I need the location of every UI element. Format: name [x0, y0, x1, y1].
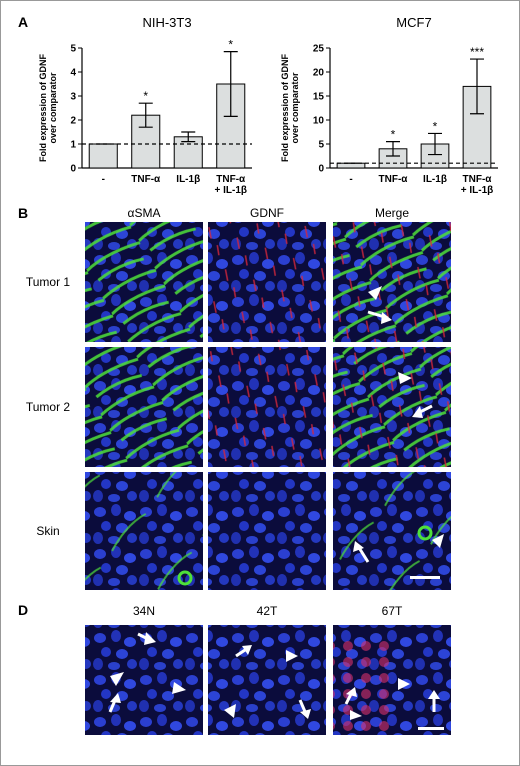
micrographs-d — [85, 625, 451, 735]
y-tick-label: 0 — [70, 164, 76, 175]
error-bar — [138, 102, 153, 128]
x-tick-label: - — [349, 174, 353, 185]
significance: * — [433, 119, 438, 133]
y-tick-label: 5 — [318, 140, 324, 151]
panel-letter: B — [18, 205, 28, 221]
y-tick-label: 1 — [70, 140, 76, 151]
chart-title: MCF7 — [396, 15, 431, 30]
chart-title: NIH-3T3 — [142, 15, 191, 30]
y-tick-label: 25 — [313, 44, 325, 55]
y-tick-label: 4 — [70, 68, 76, 79]
row-label: Skin — [36, 524, 59, 538]
x-tick-label: - — [101, 174, 105, 185]
y-tick-label: 15 — [313, 92, 325, 103]
column-label: 34N — [133, 604, 155, 618]
x-tick-label: IL-1β — [176, 174, 201, 185]
y-axis-label: over comparator — [48, 72, 58, 144]
column-label: Merge — [375, 206, 409, 220]
error-bar — [386, 141, 400, 157]
error-bar — [470, 58, 484, 115]
y-tick-label: 20 — [313, 68, 325, 79]
row-label: Tumor 1 — [26, 275, 71, 289]
error-bar — [428, 132, 442, 156]
y-axis-label: Fold expression of GDNF — [38, 53, 48, 162]
y-tick-label: 10 — [313, 116, 325, 127]
y-tick-label: 5 — [70, 44, 76, 55]
y-tick-label: 2 — [70, 116, 76, 127]
bar — [336, 162, 366, 169]
significance: * — [143, 89, 148, 103]
y-tick-label: 0 — [318, 164, 324, 175]
error-bar — [223, 51, 238, 117]
panel-letter: A — [18, 14, 28, 30]
y-axis-label: Fold expression of GDNF — [280, 53, 290, 162]
error-bar — [181, 131, 196, 143]
column-label: 67T — [382, 604, 403, 618]
row-label: Tumor 2 — [26, 400, 71, 414]
significance: * — [228, 38, 233, 52]
y-axis-label: over comparator — [290, 72, 300, 144]
x-tick-label: TNF-α + IL-1β — [460, 174, 494, 196]
significance: * — [391, 128, 396, 142]
x-tick-label: TNF-α — [378, 174, 408, 185]
panel-letter: D — [18, 602, 28, 618]
y-tick-label: 3 — [70, 92, 76, 103]
micrographs-b — [85, 222, 451, 590]
column-label: 42T — [257, 604, 278, 618]
x-tick-label: IL-1β — [423, 174, 447, 185]
column-label: GDNF — [250, 206, 284, 220]
x-tick-label: TNF-α — [131, 174, 161, 185]
significance: *** — [470, 45, 484, 59]
column-label: αSMA — [128, 206, 161, 220]
bar — [88, 143, 118, 169]
x-tick-label: TNF-α + IL-1β — [214, 174, 248, 196]
